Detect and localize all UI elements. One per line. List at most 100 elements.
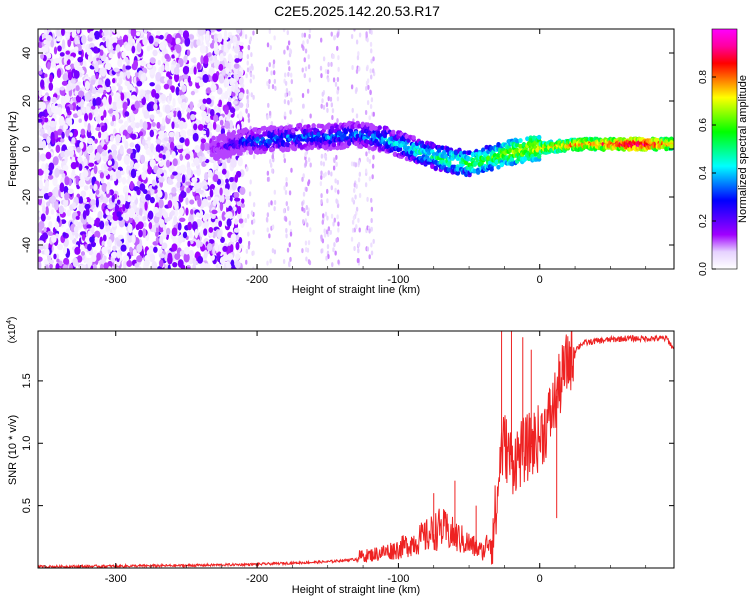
noise-cell [290,49,292,54]
noise-cell [171,210,175,215]
noise-cell [286,88,288,93]
ridge-cell [286,147,290,152]
noise-cell [100,45,104,50]
noise-cell [372,164,374,169]
noise-cell [331,32,333,37]
noise-cell [209,56,212,60]
noise-cell [63,246,67,254]
noise-cell [372,56,374,61]
noise-cell [73,257,78,267]
noise-cell [132,234,136,244]
noise-cell [50,40,54,48]
noise-cell [98,132,101,139]
noise-cell [108,42,111,50]
noise-cell [182,151,186,157]
noise-cell [128,224,133,234]
noise-cell [274,86,276,91]
noise-cell [36,119,42,123]
noise-cell [323,229,325,234]
noise-cell [283,186,285,191]
noise-cell [167,217,171,221]
noise-cell [127,84,133,91]
noise-cell [336,118,338,123]
noise-cell [358,242,360,247]
noise-cell [117,199,121,204]
noise-cell [236,235,240,241]
noise-cell [87,37,92,41]
noise-cell [220,257,225,265]
noise-cell [234,228,240,233]
noise-cell [370,218,372,223]
noise-cell [194,66,197,74]
noise-cell [46,136,50,144]
noise-cell [287,206,289,211]
noise-cell [218,64,223,71]
noise-cell [211,210,217,214]
noise-cell [251,210,253,215]
noise-cell [321,98,323,103]
noise-cell [366,37,368,42]
noise-cell [320,104,322,109]
noise-cell [273,59,275,64]
noise-cell [196,239,200,248]
noise-cell [135,122,140,128]
ridge-cell [211,136,215,141]
noise-cell [210,95,215,99]
noise-cell [356,69,358,74]
noise-cell [351,237,353,242]
noise-cell [190,151,194,161]
noise-cell [228,97,232,102]
noise-cell [337,67,339,72]
noise-cell [323,105,325,110]
noise-cell [301,248,303,253]
noise-cell [372,68,374,73]
ridge-cell [489,167,493,172]
noise-cell [194,145,200,153]
noise-cell [269,259,271,264]
noise-cell [149,35,154,44]
noise-cell [76,82,81,86]
noise-cell [175,124,180,128]
noise-cell [285,233,287,238]
noise-cell [289,242,291,247]
noise-cell [290,168,292,173]
noise-cell [223,188,229,195]
noise-cell [174,201,179,209]
noise-cell [336,46,338,51]
noise-cell [247,67,249,72]
noise-cell [245,108,247,113]
noise-cell [131,169,136,178]
noise-cell [207,243,213,251]
noise-cell [116,240,122,246]
noise-cell [108,95,111,105]
noise-cell [144,201,147,210]
noise-cell [197,26,203,35]
noise-cell [266,217,268,222]
noise-cell [231,85,235,92]
noise-cell [331,54,333,59]
noise-cell [180,95,185,99]
noise-cell [156,237,159,244]
noise-cell [200,104,205,110]
noise-cell [239,111,243,121]
noise-cell [176,63,180,68]
noise-cell [224,121,230,129]
noise-cell [143,110,149,119]
noise-cell [178,236,183,244]
noise-cell [47,53,52,59]
noise-cell [76,85,80,91]
noise-cell [214,242,218,251]
noise-cell [159,259,163,267]
noise-cell [158,199,163,208]
noise-cell [184,247,190,255]
noise-cell [149,69,155,75]
noise-cell [71,137,75,144]
noise-cell [267,177,269,182]
noise-cell [49,264,53,269]
noise-cell [213,114,218,122]
noise-cell [166,160,170,168]
noise-cell [160,146,164,151]
noise-cell [302,67,304,72]
noise-cell [47,96,51,101]
